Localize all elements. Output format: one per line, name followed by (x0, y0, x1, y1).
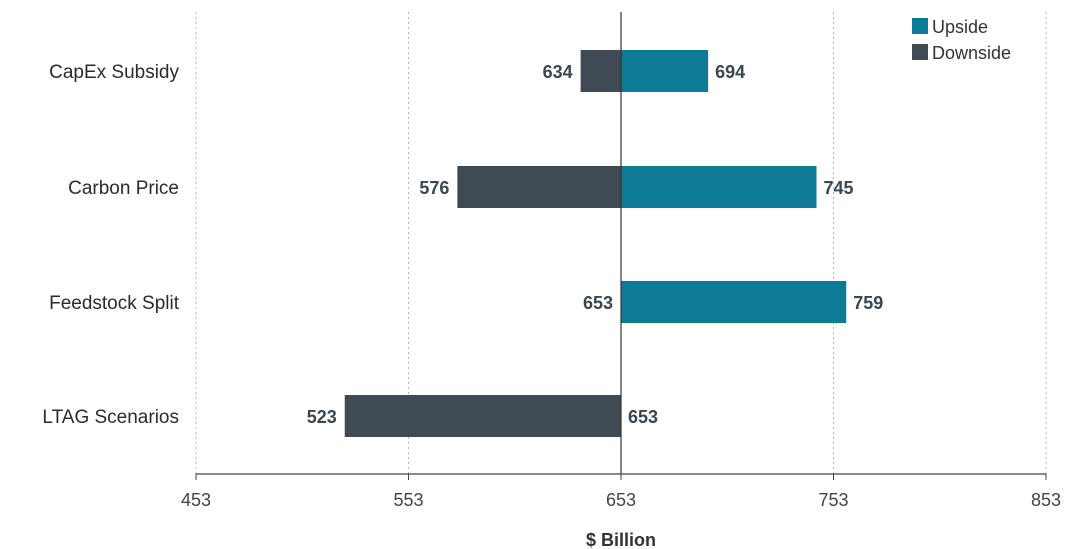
data-label-downside: 634 (543, 62, 573, 82)
data-label-downside: 576 (419, 178, 449, 198)
bar-upside (621, 50, 709, 92)
legend-label-upside: Upside (932, 17, 988, 37)
x-tick-label: 653 (606, 490, 636, 510)
legend: Upside Downside (912, 17, 1011, 63)
data-label-upside: 745 (824, 178, 854, 198)
bar-upside (621, 166, 817, 208)
x-axis-ticks: 453 553 653 753 853 (181, 474, 1061, 510)
data-label-upside: 653 (628, 407, 658, 427)
x-tick-label: 753 (818, 490, 848, 510)
data-label-downside: 523 (307, 407, 337, 427)
bar-downside (457, 166, 621, 208)
x-tick-label: 453 (181, 490, 211, 510)
legend-label-downside: Downside (932, 43, 1011, 63)
data-label-upside: 694 (715, 62, 745, 82)
x-axis-title: $ Billion (586, 530, 656, 549)
x-tick-label: 853 (1031, 490, 1061, 510)
x-tick-label: 553 (393, 490, 423, 510)
bars (344, 50, 847, 437)
category-labels: CapEx Subsidy Carbon Price Feedstock Split… (42, 62, 179, 428)
legend-swatch-upside (912, 18, 928, 34)
data-labels: 694 634 745 576 759 653 653 523 (307, 62, 884, 427)
category-label: Carbon Price (68, 178, 179, 199)
category-label: LTAG Scenarios (42, 407, 179, 428)
category-label: Feedstock Split (49, 293, 180, 314)
bar-upside (621, 281, 847, 323)
legend-swatch-downside (912, 44, 928, 60)
data-label-upside: 759 (853, 293, 883, 313)
bar-downside (344, 395, 621, 437)
category-label: CapEx Subsidy (49, 62, 179, 83)
data-label-downside: 653 (583, 293, 613, 313)
bar-downside (580, 50, 621, 92)
